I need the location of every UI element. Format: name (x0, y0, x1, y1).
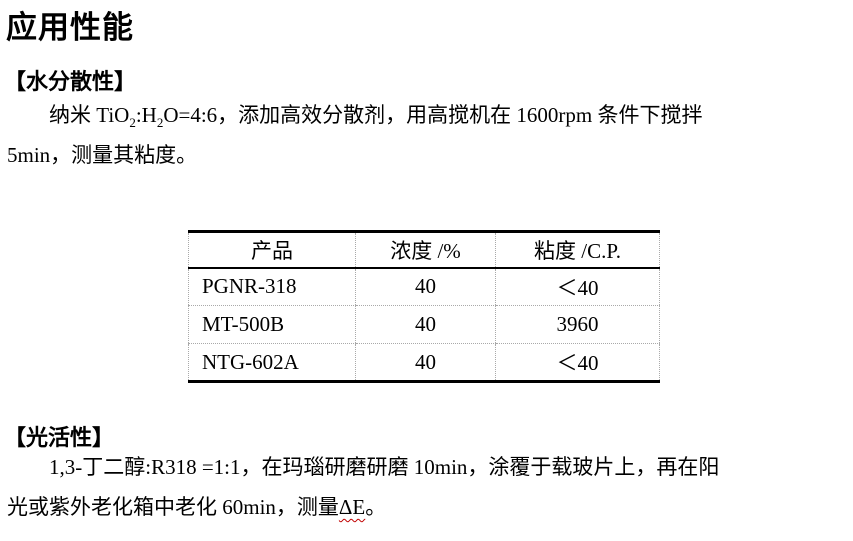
cell-viscosity: 3960 (495, 305, 660, 344)
viscosity-table: 产品 浓度 /% 粘度 /C.P. PGNR-318 40 ＜40 MT-500… (188, 230, 660, 383)
text-run: 。 (365, 495, 387, 519)
paragraph-line: 光或紫外老化箱中老化 60min，测量ΔE。 (7, 487, 849, 527)
paragraph-line: 5min，测量其粘度。 (7, 143, 198, 167)
delta-e-spellcheck-text: ΔE (338, 495, 366, 519)
table-header-product: 产品 (188, 231, 356, 269)
text-run: O=4:6，添加高效分散剂，用高搅机在 1600rpm 条件下搅拌 (163, 103, 703, 127)
paragraph-line: 1,3-丁二醇:R318 =1:1，在玛瑙研磨研磨 10min，涂覆于载玻片上，… (49, 455, 720, 479)
text-run: :H (135, 103, 157, 127)
cell-product: NTG-602A (202, 349, 299, 374)
cell-viscosity: ＜40 (495, 267, 660, 306)
table-header-viscosity: 粘度 /C.P. (495, 231, 660, 269)
text-run: 光或紫外老化箱中老化 60min，测量 (7, 495, 339, 519)
table-row: NTG-602A 40 ＜40 (189, 343, 660, 382)
cell-product: PGNR-318 (188, 267, 356, 306)
subscript: 2 (129, 115, 136, 130)
cell-concentration: 40 (355, 343, 496, 382)
table-header-row: 产品 浓度 /% 粘度 /C.P. (188, 231, 660, 269)
section-heading-water-dispersibility: 【水分散性】 (4, 70, 137, 95)
section-heading-photoactivity: 【光活性】 (4, 426, 115, 451)
subscript: 2 (156, 115, 164, 130)
page-title: 应用性能 (6, 10, 134, 46)
cell-viscosity: ＜40 (495, 343, 660, 382)
water-dispersibility-paragraph: 纳米 TiO2:H2O=4:6，添加高效分散剂，用高搅机在 1600rpm 条件… (7, 95, 849, 175)
photoactivity-paragraph: 1,3-丁二醇:R318 =1:1，在玛瑙研磨研磨 10min，涂覆于载玻片上，… (7, 447, 849, 527)
paragraph-line: 纳米 TiO2:H2O=4:6，添加高效分散剂，用高搅机在 1600rpm 条件… (7, 95, 849, 135)
text-run: 纳米 TiO (49, 103, 130, 127)
table-header-concentration: 浓度 /% (355, 231, 496, 269)
cell-concentration: 40 (355, 305, 496, 344)
table-row: MT-500B 40 3960 (188, 305, 660, 344)
cell-concentration: 40 (355, 267, 496, 306)
cell-product: MT-500B (188, 305, 356, 344)
table-row: PGNR-318 40 ＜40 (188, 267, 660, 306)
